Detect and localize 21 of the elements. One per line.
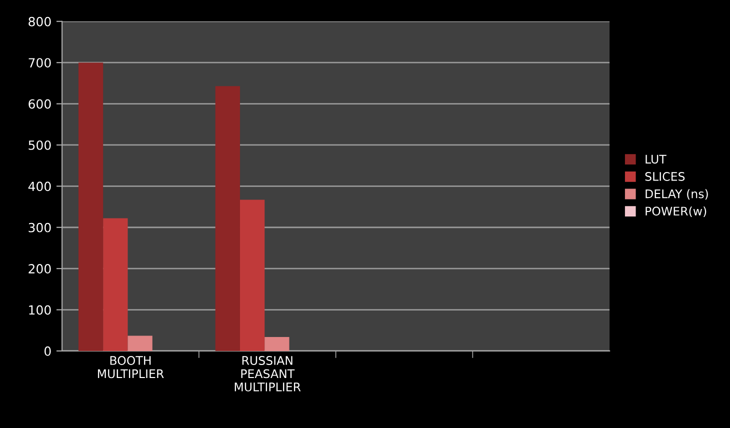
bar bbox=[264, 336, 290, 351]
legend-label: DELAY (ns) bbox=[646, 189, 708, 200]
bar bbox=[240, 200, 265, 351]
bar bbox=[128, 336, 152, 351]
y-tick-label: 800 bbox=[28, 16, 51, 26]
y-tick-label: 100 bbox=[29, 305, 51, 315]
bar bbox=[215, 86, 240, 351]
y-tick-label: 0 bbox=[44, 346, 51, 356]
legend-label: SLICES bbox=[645, 172, 685, 181]
y-tick-label: 200 bbox=[28, 264, 51, 274]
bar bbox=[103, 218, 128, 351]
y-tick-label: 400 bbox=[28, 182, 51, 192]
x-tick-label: RUSSIAN PEASANT MULTIPLIER bbox=[234, 356, 301, 392]
y-tick-label: 500 bbox=[28, 140, 51, 150]
y-tick-label: 300 bbox=[28, 222, 51, 232]
legend-label: POWER(w) bbox=[646, 206, 706, 217]
y-tick-label: 700 bbox=[28, 58, 51, 68]
y-tick-label: 600 bbox=[28, 99, 51, 109]
legend-label: LUT bbox=[646, 154, 666, 164]
bar bbox=[78, 62, 104, 351]
x-tick-label: BOOTH MULTIPLIER bbox=[98, 356, 164, 378]
